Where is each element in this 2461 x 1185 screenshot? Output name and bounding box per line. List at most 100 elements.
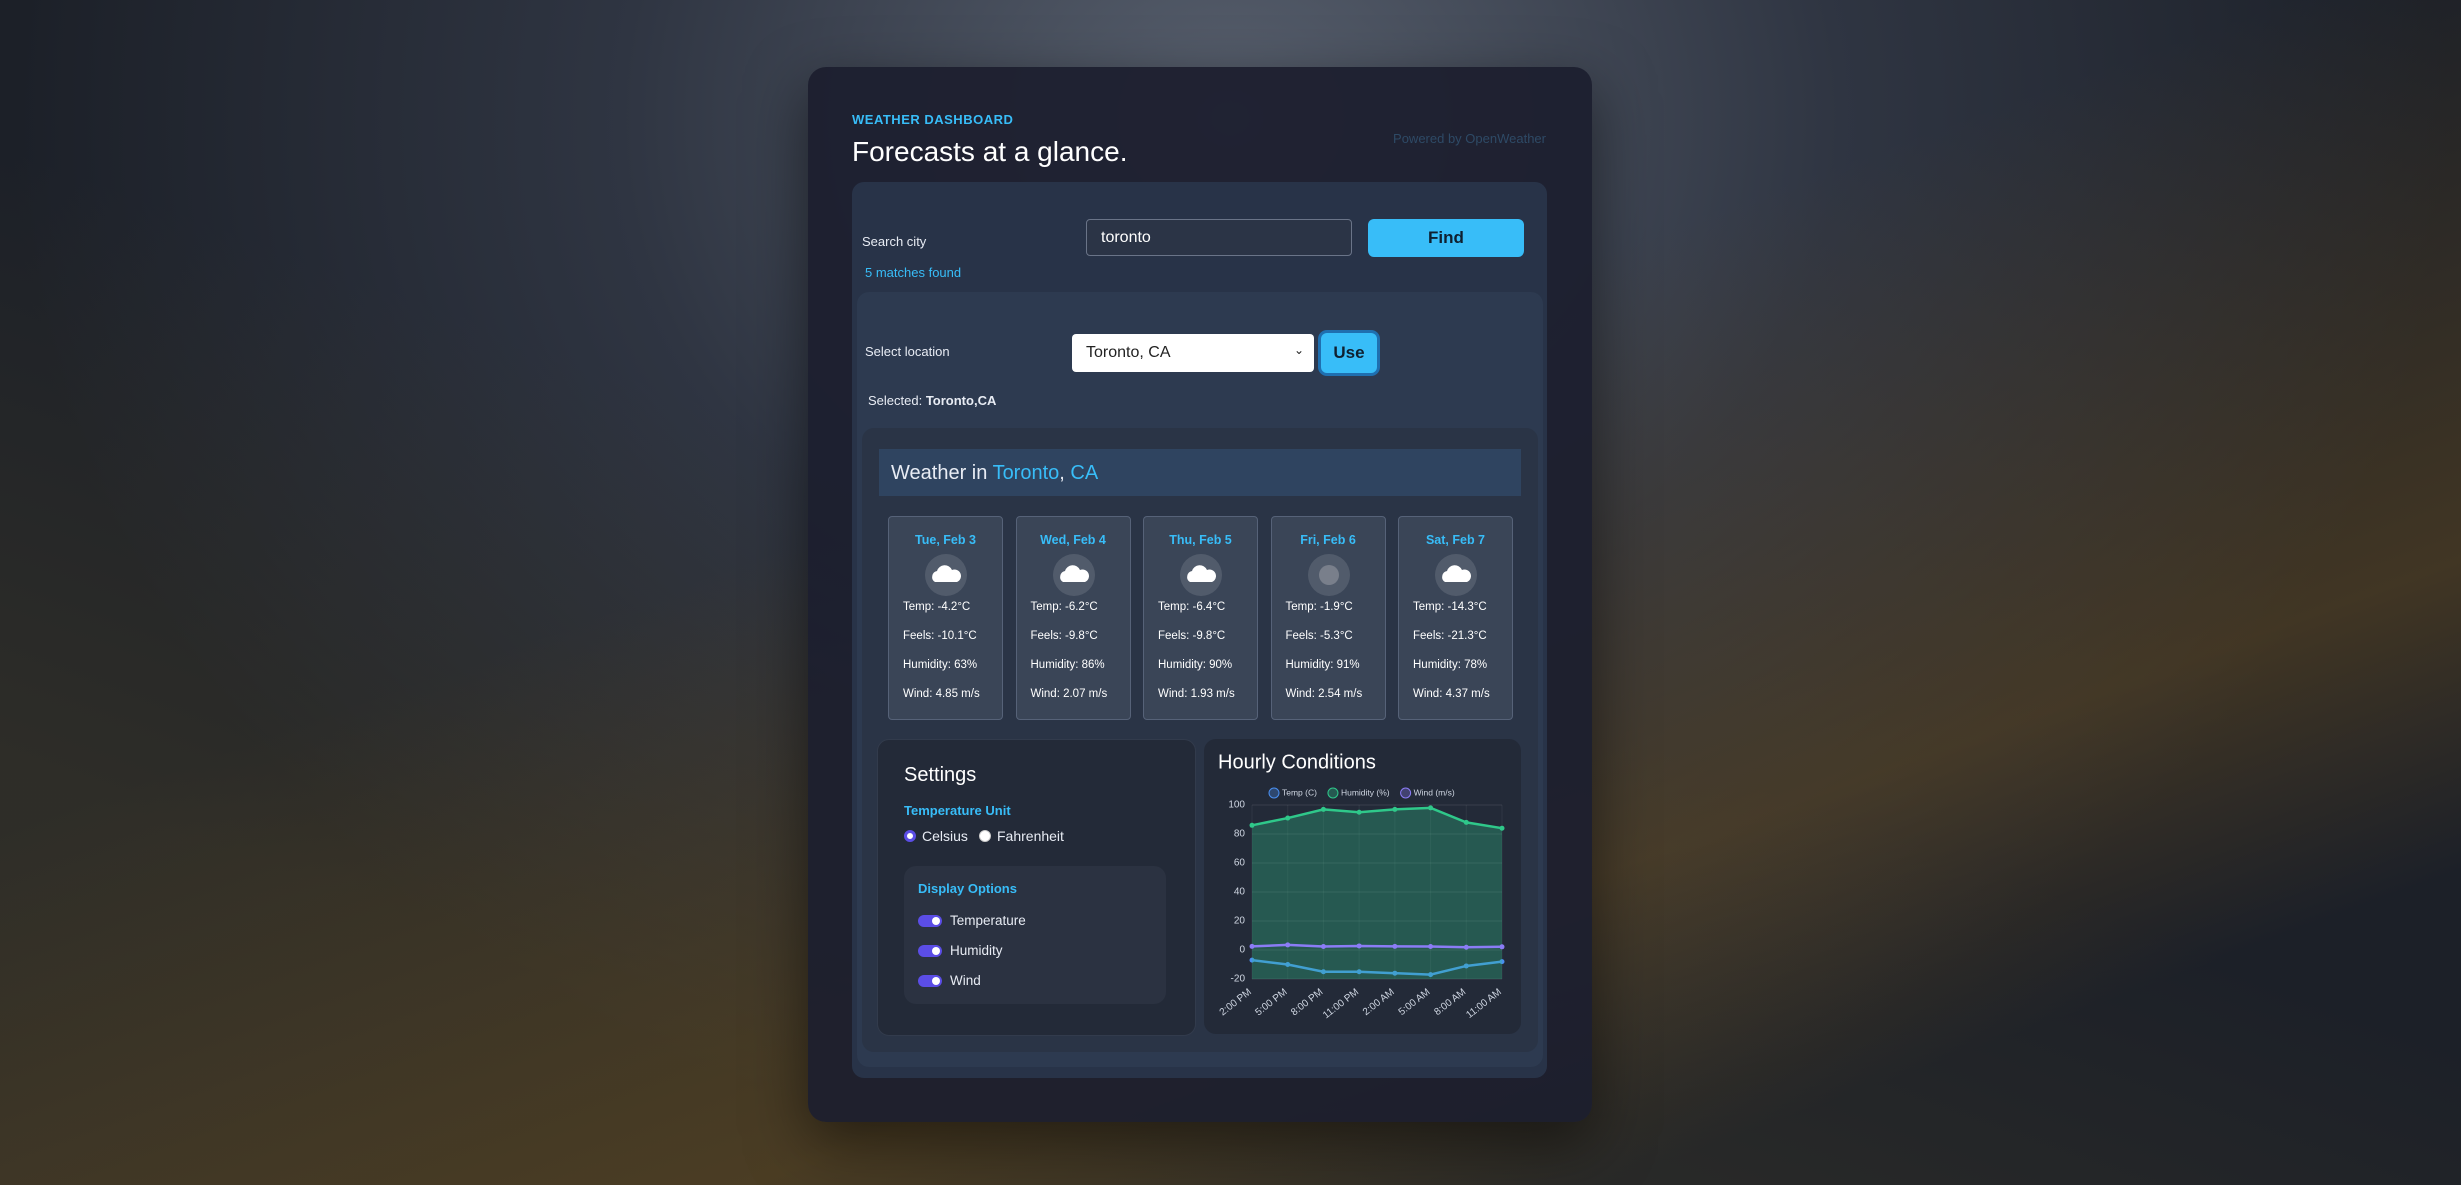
day-humidity: Humidity: 63%: [903, 659, 978, 671]
x-tick-label: 5:00 PM: [1253, 987, 1289, 1019]
day-humidity: Humidity: 78%: [1413, 659, 1488, 671]
x-tick-label: 11:00 AM: [1464, 987, 1503, 1021]
day-wind: Wind: 4.85 m/s: [903, 688, 980, 700]
legend-swatch: [1268, 787, 1280, 799]
search-input[interactable]: toronto: [1086, 219, 1352, 256]
day-card: Sat, Feb 7 Temp: -14.3°C Feels: -21.3°C Hum…: [1398, 516, 1513, 720]
y-tick-label: 100: [1228, 800, 1245, 811]
day-feels: Feels: -9.8°C: [1030, 630, 1098, 642]
x-tick-label: 2:00 AM: [1361, 987, 1397, 1018]
toggle-label: Wind: [950, 973, 981, 988]
hourly-chart: Hourly Conditions -20 0 20 40 60 80 100 2:00 PM…: [1218, 751, 1505, 1021]
point: [1320, 969, 1326, 975]
powered-by[interactable]: Powered by OpenWeather: [1393, 131, 1546, 146]
y-tick-label: 60: [1234, 858, 1246, 869]
point: [1463, 944, 1469, 950]
toggle[interactable]: [918, 945, 942, 957]
location-select[interactable]: Toronto, CA ⌄: [1072, 334, 1314, 372]
day-card: Wed, Feb 4 Temp: -6.2°C Feels: -9.8°C Humid…: [1015, 516, 1131, 720]
series-line: [1251, 806, 1503, 830]
day-date: Fri, Feb 6: [1300, 533, 1356, 547]
point: [1499, 959, 1505, 965]
day-date: Sat, Feb 7: [1425, 533, 1486, 547]
cloud: [1059, 565, 1089, 582]
display-title: Display Options: [918, 881, 1017, 896]
day-feels: Feels: -5.3°C: [1285, 630, 1353, 642]
cloud: [932, 565, 961, 582]
point: [1356, 969, 1362, 975]
fog: [1318, 565, 1339, 585]
point: [1320, 944, 1326, 950]
legend-swatch: [1327, 787, 1339, 799]
weather-icon: [1307, 554, 1350, 596]
toggle[interactable]: [918, 975, 942, 987]
point: [1249, 822, 1255, 828]
day-wind: Wind: 2.07 m/s: [1030, 688, 1108, 700]
point: [1499, 944, 1505, 950]
heading-prefix: Weather in: [891, 462, 988, 484]
point: [1428, 805, 1434, 811]
match-status: 5 matches found: [865, 265, 962, 280]
chevron: ⌄: [1293, 343, 1304, 357]
chart-panel: [1204, 739, 1521, 1034]
day-feels: Feels: -10.1°C: [903, 630, 977, 642]
point: [1392, 943, 1398, 949]
eyebrow: WEATHER DASHBOARD: [852, 112, 1014, 127]
day-wind: Wind: 1.93 m/s: [1158, 688, 1235, 700]
cloud: [1187, 565, 1216, 582]
selected-label: Selected:: [868, 393, 923, 408]
chart-title: Hourly Conditions: [1218, 751, 1376, 773]
point: [1428, 944, 1434, 950]
legend-swatch: [1400, 787, 1412, 799]
y-tick-label: 20: [1234, 916, 1246, 927]
series-area: [1252, 807, 1502, 979]
day-temp: Temp: -6.4°C: [1158, 601, 1226, 613]
day-temp: Temp: -4.2°C: [903, 601, 971, 613]
point: [1463, 819, 1469, 825]
series-line: [1251, 943, 1503, 949]
radio[interactable]: [904, 830, 916, 842]
day-date: Tue, Feb 3: [915, 533, 976, 547]
weather-icon: [925, 554, 967, 596]
point: [1392, 806, 1398, 812]
point: [1463, 963, 1469, 969]
heading-city: Toronto: [992, 462, 1060, 484]
day-temp: Temp: -14.3°C: [1413, 601, 1487, 613]
radio-label: Celsius: [922, 828, 968, 844]
heading-separator: ,: [1059, 462, 1065, 484]
point: [1249, 943, 1255, 949]
display-box: [904, 866, 1166, 1004]
location-selection: Toronto, CA: [1086, 344, 1171, 361]
radio[interactable]: [979, 830, 991, 842]
title: Forecasts at a glance.: [852, 136, 1128, 167]
day-card: Fri, Feb 6 Temp: -1.9°C Feels: -5.3°C Humid…: [1270, 516, 1386, 720]
point: [1356, 943, 1362, 949]
y-tick-label: 0: [1239, 945, 1245, 956]
day-date: Wed, Feb 4: [1040, 533, 1106, 547]
day-feels: Feels: -9.8°C: [1158, 630, 1226, 642]
day-humidity: Humidity: 86%: [1030, 659, 1105, 671]
find-button[interactable]: Find: [1368, 219, 1524, 257]
point: [1285, 962, 1291, 967]
toggle-label: Humidity: [950, 943, 1003, 958]
cloud: [1442, 565, 1471, 582]
y-tick-label: -20: [1231, 974, 1246, 985]
point: [1320, 806, 1326, 812]
toggle[interactable]: [918, 915, 942, 927]
x-tick-label: 8:00 PM: [1289, 987, 1325, 1019]
point: [1428, 972, 1434, 978]
x-tick-label: 5:00 AM: [1397, 987, 1433, 1018]
weather-icon: [1435, 554, 1477, 596]
selected-value: Toronto,CA: [925, 393, 997, 408]
heading-country: CA: [1070, 462, 1099, 484]
series-line: [1251, 958, 1503, 976]
day-wind: Wind: 4.37 m/s: [1413, 688, 1490, 700]
day-card: Tue, Feb 3 Temp: -4.2°C Feels: -10.1°C Humi…: [888, 516, 1003, 720]
search-label: Search city: [862, 234, 927, 249]
use-button[interactable]: Use: [1321, 333, 1377, 373]
point: [1249, 957, 1255, 963]
point: [1285, 815, 1291, 821]
y-tick-label: 40: [1234, 887, 1246, 898]
legend-label: Temp (C): [1282, 787, 1317, 797]
unit-title: Temperature Unit: [904, 803, 1011, 818]
